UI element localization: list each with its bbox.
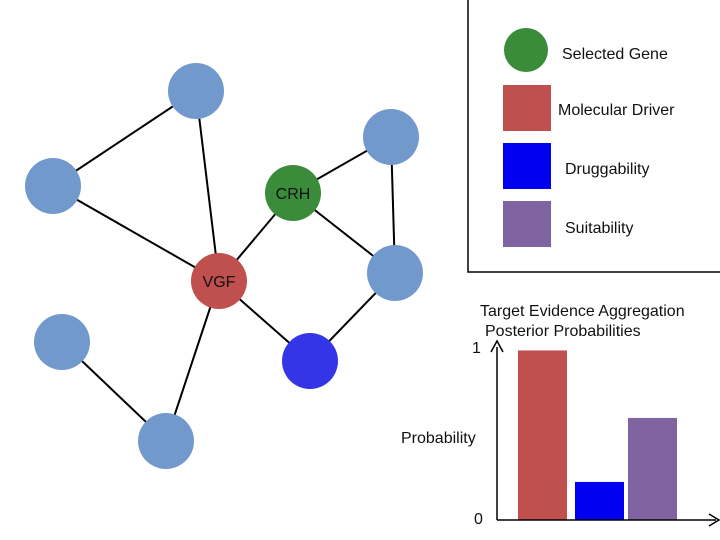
edge-n3-n9 — [165, 280, 220, 442]
legend-label-suitability: Suitability — [565, 220, 633, 237]
network-node-n2 — [168, 63, 224, 119]
legend-swatch-suitability — [503, 201, 551, 247]
network-nodes: VGF CRH — [25, 63, 423, 469]
chart-bars — [518, 350, 677, 520]
edge-n1-n3 — [52, 185, 220, 282]
legend-swatch-molecular-driver — [503, 85, 551, 131]
bar-suitability — [628, 417, 677, 520]
bar-druggability — [575, 481, 624, 520]
network-node-crh — [265, 165, 321, 221]
node-label-vgf: VGF — [203, 274, 236, 291]
bar-molecular-driver — [518, 350, 567, 520]
edge-n2-n3 — [195, 90, 220, 282]
network-node-n8 — [34, 314, 90, 370]
legend-label-druggability: Druggability — [565, 161, 649, 178]
network-node-n7 — [282, 333, 338, 389]
bar-chart: Target Evidence Aggregation Posterior Pr… — [401, 303, 720, 528]
chart-title: Target Evidence Aggregation — [480, 303, 685, 320]
y-tick-label-min: 0 — [474, 511, 483, 528]
chart-subtitle: Posterior Probabilities — [485, 323, 641, 340]
network-node-vgf — [191, 253, 247, 309]
legend-frame — [467, 0, 720, 273]
legend-label-selected-gene: Selected Gene — [562, 46, 668, 63]
y-axis-label: Probability — [401, 430, 476, 447]
y-axis-arrow — [490, 339, 504, 353]
edge-n1-n2 — [52, 90, 197, 187]
legend-label-molecular-driver: Molecular Driver — [558, 102, 675, 119]
network-node-n6 — [367, 245, 423, 301]
legend-swatch-druggability — [503, 143, 551, 189]
x-axis-arrow — [708, 513, 720, 527]
legend-swatch-selected-gene — [504, 28, 548, 72]
network-node-n5 — [363, 109, 419, 165]
network-node-n1 — [25, 158, 81, 214]
legend: Selected Gene Molecular Driver Druggabil… — [467, 0, 720, 273]
network-node-n9 — [138, 413, 194, 469]
node-label-crh: CRH — [276, 186, 311, 203]
y-tick-label-max: 1 — [472, 340, 481, 357]
